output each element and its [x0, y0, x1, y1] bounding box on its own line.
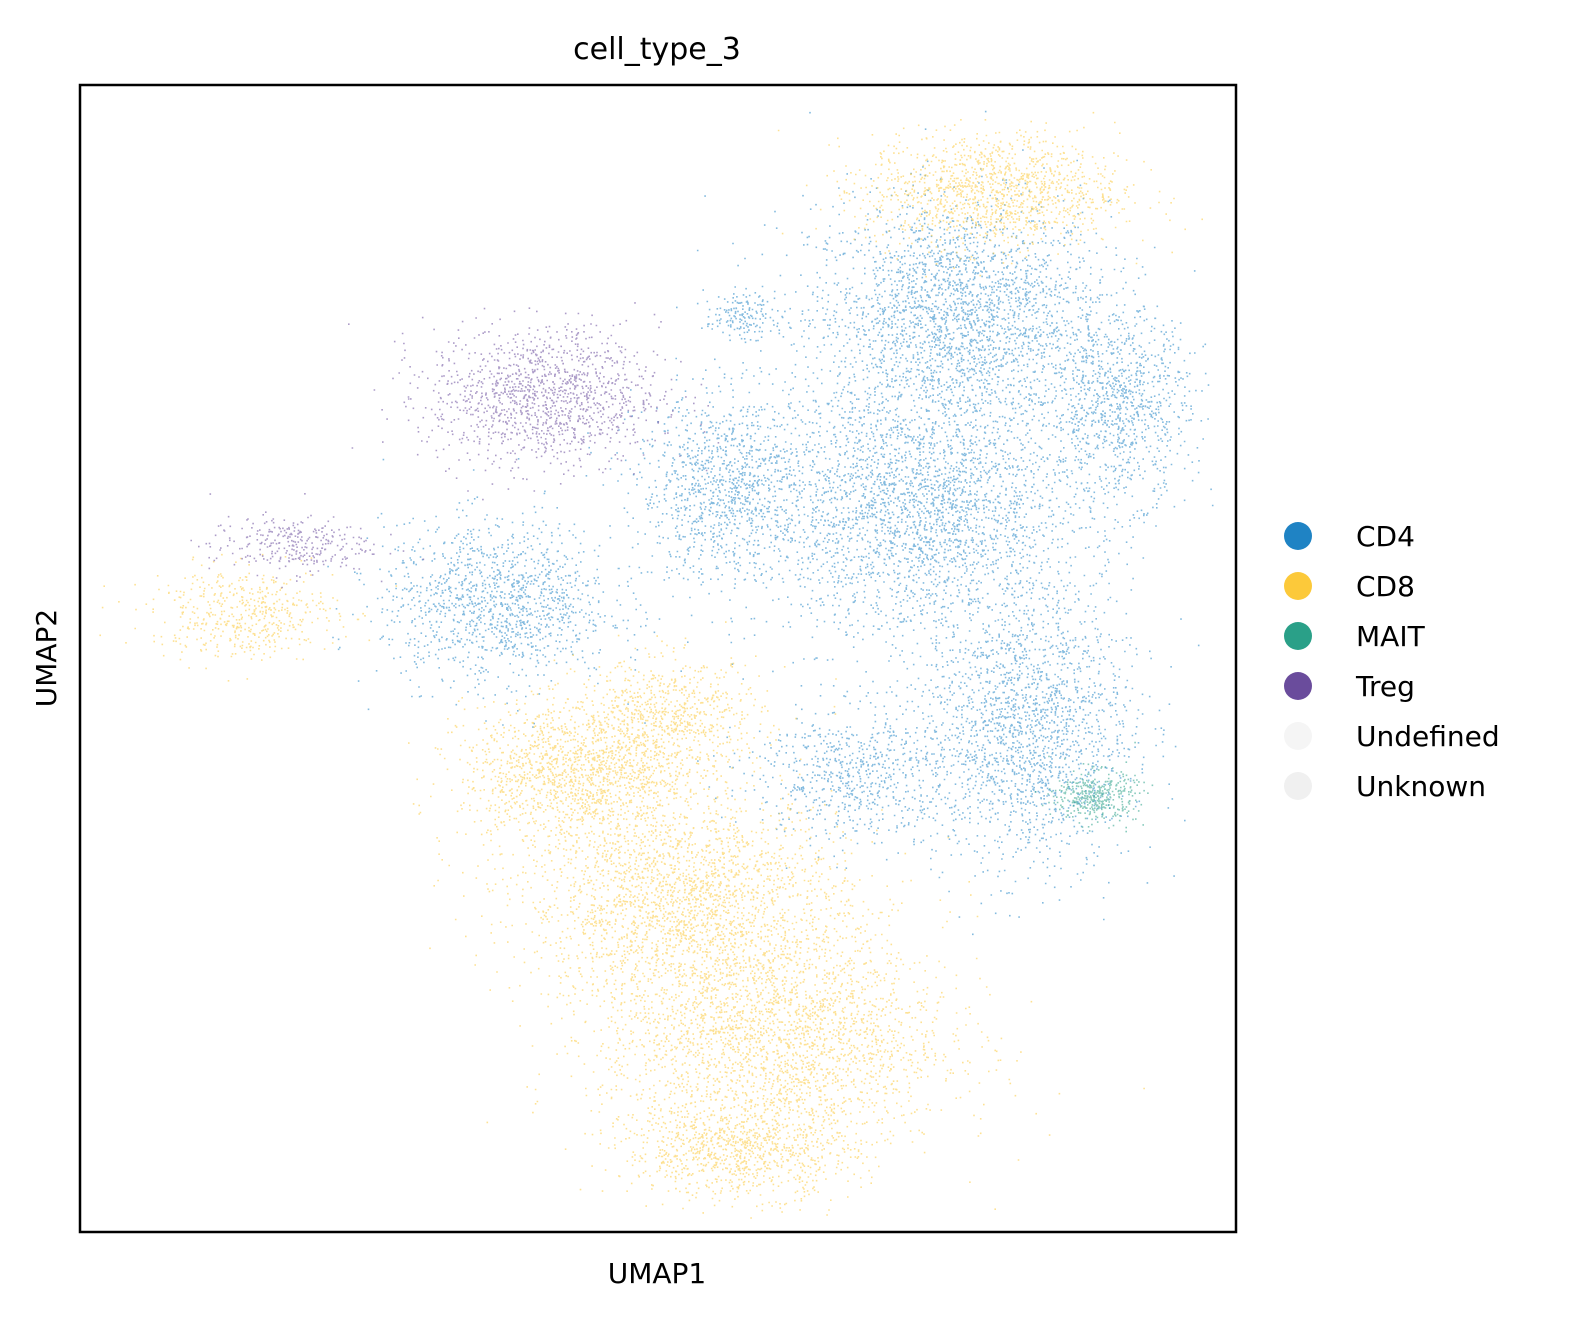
legend-label-cd8: CD8: [1356, 570, 1415, 603]
legend-marker-mait: [1284, 622, 1312, 650]
legend-label-cd4: CD4: [1356, 520, 1415, 553]
legend-marker-cd4: [1284, 522, 1312, 550]
x-axis-label: UMAP1: [608, 1257, 707, 1290]
chart-title: cell_type_3: [573, 32, 741, 67]
series-mait: [1034, 741, 1154, 833]
legend-label-undefined: Undefined: [1356, 720, 1500, 753]
legend-marker-unknown: [1284, 772, 1312, 800]
y-axis-label: UMAP2: [30, 609, 63, 708]
legend-marker-cd8: [1284, 572, 1312, 600]
legend-label-treg: Treg: [1355, 670, 1415, 703]
plot-frame: [78, 83, 1238, 1234]
points-mait: [1034, 741, 1154, 833]
points-cd4: [327, 110, 1214, 936]
points-treg: [190, 302, 720, 589]
legend-label-unknown: Unknown: [1356, 770, 1486, 803]
series-treg: [190, 302, 720, 589]
legend-marker-treg: [1284, 672, 1312, 700]
legend-label-mait: MAIT: [1356, 620, 1426, 653]
legend: CD4 CD8 MAIT Treg Undefined Unknown: [1284, 520, 1500, 803]
legend-marker-undefined: [1284, 722, 1312, 750]
series-cd4: [327, 110, 1214, 936]
scatter-points: [99, 110, 1214, 1219]
